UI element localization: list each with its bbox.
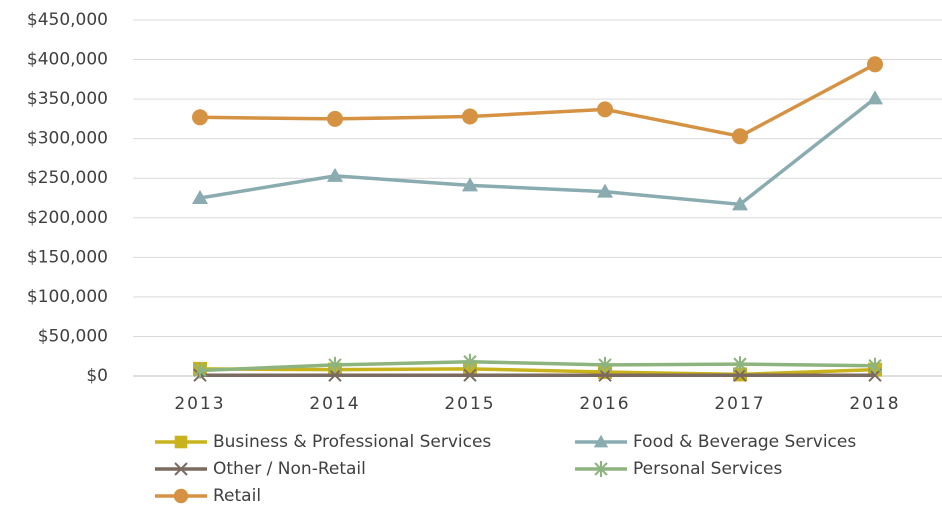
marker: [193, 362, 207, 379]
marker: [462, 177, 478, 192]
y-tick-label: $0: [86, 366, 108, 386]
marker: [594, 461, 608, 477]
marker: [174, 462, 188, 476]
legend-label: Personal Services: [633, 459, 782, 479]
marker: [462, 108, 478, 125]
x-tick-label: 2016: [579, 394, 630, 414]
legend-label: Food & Beverage Services: [633, 432, 856, 452]
line: [199, 96, 877, 207]
marker: [732, 128, 748, 145]
marker: [328, 356, 342, 373]
marker: [327, 167, 343, 182]
marker: [463, 368, 477, 382]
marker: [598, 368, 612, 382]
marker: [593, 434, 609, 448]
y-tick-label: $150,000: [27, 247, 108, 267]
marker: [597, 183, 613, 198]
marker: [867, 56, 883, 73]
marker: [327, 110, 343, 127]
line: [199, 62, 876, 139]
x-tick-label: 2017: [714, 394, 765, 414]
marker: [174, 435, 188, 449]
y-tick-label: $100,000: [27, 287, 108, 307]
y-tick-label: $300,000: [27, 129, 108, 149]
marker: [328, 368, 342, 382]
y-tick-label: $350,000: [27, 89, 108, 109]
y-tick-label: $50,000: [38, 326, 108, 346]
y-tick-label: $400,000: [27, 50, 108, 70]
x-tick-label: 2018: [849, 394, 900, 414]
marker: [597, 101, 613, 118]
marker: [868, 357, 882, 374]
x-tick-label: 2014: [309, 394, 360, 414]
marker: [868, 368, 882, 382]
marker: [463, 353, 477, 370]
line: [199, 360, 876, 373]
marker: [192, 190, 208, 204]
marker: [733, 356, 747, 373]
marker: [732, 196, 748, 211]
marker: [867, 90, 883, 105]
legend-label: Retail: [213, 486, 261, 505]
y-tick-label: $250,000: [27, 168, 108, 188]
marker: [598, 356, 612, 373]
x-tick-label: 2015: [444, 394, 495, 414]
marker: [192, 109, 208, 126]
y-tick-label: $200,000: [27, 208, 108, 228]
x-tick-label: 2013: [174, 394, 225, 414]
legend-label: Business & Professional Services: [213, 432, 491, 452]
y-tick-label: $450,000: [27, 10, 108, 30]
marker: [173, 488, 189, 504]
legend-label: Other / Non-Retail: [213, 459, 366, 479]
marker: [733, 368, 747, 382]
